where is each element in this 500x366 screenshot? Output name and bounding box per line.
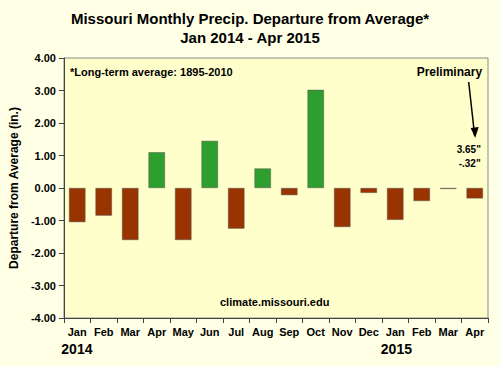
svg-text:Sep: Sep xyxy=(279,326,299,338)
svg-text:-1.00: -1.00 xyxy=(31,215,56,227)
svg-text:4.00: 4.00 xyxy=(35,52,56,64)
svg-text:-4.00: -4.00 xyxy=(31,312,56,324)
svg-text:Oct: Oct xyxy=(307,326,326,338)
svg-text:Nov: Nov xyxy=(332,326,354,338)
svg-text:3.00: 3.00 xyxy=(35,85,56,97)
svg-text:2.00: 2.00 xyxy=(35,117,56,129)
svg-text:0.00: 0.00 xyxy=(35,182,56,194)
svg-text:Apr: Apr xyxy=(147,326,167,338)
svg-text:-3.00: -3.00 xyxy=(31,280,56,292)
svg-text:Feb: Feb xyxy=(412,326,432,338)
svg-text:1.00: 1.00 xyxy=(35,150,56,162)
svg-text:*Long-term average: 1895-2010: *Long-term average: 1895-2010 xyxy=(70,66,233,78)
svg-text:Missouri Monthly Precip. Depar: Missouri Monthly Precip. Departure from … xyxy=(71,10,429,27)
svg-text:climate.missouri.edu: climate.missouri.edu xyxy=(220,296,329,308)
svg-text:2015: 2015 xyxy=(381,341,412,357)
svg-text:-.32": -.32" xyxy=(459,158,481,169)
svg-text:-2.00: -2.00 xyxy=(31,247,56,259)
svg-text:Mar: Mar xyxy=(120,326,140,338)
svg-text:Feb: Feb xyxy=(94,326,114,338)
svg-text:3.65": 3.65" xyxy=(457,144,481,155)
svg-text:Apr: Apr xyxy=(465,326,485,338)
svg-text:Preliminary: Preliminary xyxy=(417,65,483,79)
svg-text:Jun: Jun xyxy=(200,326,220,338)
svg-text:Mar: Mar xyxy=(438,326,458,338)
svg-text:May: May xyxy=(173,326,195,338)
svg-text:Jan: Jan xyxy=(386,326,405,338)
svg-text:Jan 2014 - Apr 2015: Jan 2014 - Apr 2015 xyxy=(180,29,320,46)
svg-text:Jan: Jan xyxy=(68,326,87,338)
svg-text:Aug: Aug xyxy=(252,326,273,338)
svg-text:Jul: Jul xyxy=(228,326,244,338)
svg-text:2014: 2014 xyxy=(61,341,92,357)
svg-text:Departure from Average (in.): Departure from Average (in.) xyxy=(7,107,21,269)
svg-text:Dec: Dec xyxy=(359,326,379,338)
